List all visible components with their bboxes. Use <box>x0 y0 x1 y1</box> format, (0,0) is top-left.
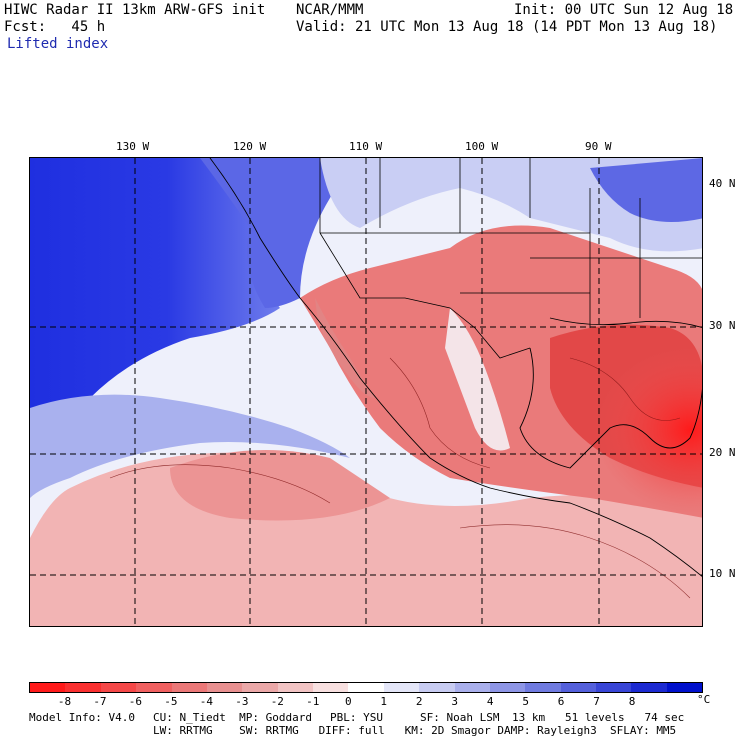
colorbar-tick-label: 6 <box>557 695 565 708</box>
colorbar-tick-label: 7 <box>593 695 600 708</box>
lat-label-20n: 20 N <box>709 446 736 459</box>
lon-label-110w: 110 W <box>349 140 383 153</box>
contour-2 <box>389 357 491 469</box>
coastlines <box>209 158 702 577</box>
colorbar-swatch <box>206 683 243 692</box>
valid-time: Valid: 21 UTC Mon 13 Aug 18 (14 PDT Mon … <box>296 19 718 35</box>
colorbar-swatch <box>383 683 420 692</box>
colorbar-tick-label: -3 <box>235 695 249 708</box>
colorbar-tick-label: 3 <box>451 695 458 708</box>
colorbar <box>29 682 703 693</box>
footer-physics: CU: N_Tiedt MP: Goddard <box>153 711 312 724</box>
colorbar-swatch <box>525 683 561 692</box>
state-borders <box>379 158 641 328</box>
forecast-hour: Fcst: 45 h <box>4 19 106 35</box>
lon-label-120w: 120 W <box>233 140 267 153</box>
colorbar-swatch <box>560 683 596 692</box>
gulf-coastline <box>519 347 702 469</box>
footer-resolution: 13 km 51 levels 74 sec <box>512 711 685 724</box>
colorbar-swatch <box>171 683 207 692</box>
footer-sf: SF: Noah LSM <box>420 711 500 724</box>
lifted-index-map <box>29 157 703 627</box>
lon-label-100w: 100 W <box>465 140 499 153</box>
gulf-hotspot <box>430 298 702 538</box>
lon-label-90w: 90 W <box>585 140 612 153</box>
pacific-transition <box>30 394 350 498</box>
colorbar-tick-label: 8 <box>628 695 636 708</box>
map-graphic <box>30 158 702 626</box>
colorbar-tick-label: 0 <box>344 695 352 708</box>
contour-1 <box>109 464 331 504</box>
colorbar-tick-label: 5 <box>522 695 529 708</box>
colorbar-tick-label: -7 <box>93 695 107 708</box>
org-label: NCAR/MMM <box>296 2 364 18</box>
pacific-stable-region <box>30 158 280 418</box>
us-mexico-border <box>319 232 531 359</box>
lon-label-130w: 130 W <box>116 140 150 153</box>
footer-radiation: LW: RRTMG SW: RRTMG DIFF: full KM: 2D Sm… <box>153 724 677 737</box>
lat-lon-grid <box>30 158 702 626</box>
colorbar-swatch <box>277 683 313 692</box>
california-coast-stable <box>200 158 350 308</box>
model-title: HIWC Radar II 13km ARW-GFS init <box>4 2 266 18</box>
south-unstable-core <box>170 450 390 521</box>
colorbar-swatch <box>489 683 526 692</box>
colorbar-swatch <box>454 683 490 692</box>
colorbar-swatch <box>666 683 703 692</box>
colorbar-swatch <box>136 683 172 692</box>
colorbar-swatch <box>631 683 667 692</box>
lat-label-10n: 10 N <box>709 567 736 580</box>
colorbar-swatch <box>419 683 455 692</box>
colorbar-tick-label: -2 <box>270 695 284 708</box>
colorbar-tick-label: 2 <box>415 695 423 708</box>
colorbar-tick-label: -6 <box>128 695 143 708</box>
pacific-coastline <box>209 158 702 577</box>
colorbar-tick-label: -1 <box>306 695 320 708</box>
colorbar-swatch <box>242 683 278 692</box>
colorbar-swatch <box>596 683 632 692</box>
northeast-stable <box>590 158 702 222</box>
plateau-neutral <box>445 308 510 451</box>
footer-pbl: PBL: YSU <box>330 711 383 724</box>
colorbar-swatch <box>100 683 137 692</box>
gulf-north-coast <box>549 317 702 328</box>
colorbar-swatch <box>313 683 349 692</box>
footer-model-info: Model Info: V4.0 <box>29 711 135 724</box>
contour-3 <box>569 357 681 421</box>
colorbar-tick-label: -4 <box>199 695 213 708</box>
init-time: Init: 00 UTC Sun 12 Aug 18 <box>514 2 734 18</box>
colorbar-tick-label: 4 <box>486 695 494 708</box>
colorbar-unit: °C <box>697 693 711 706</box>
lat-label-40n: 40 N <box>709 177 736 190</box>
colorbar-tick-label: -8 <box>57 695 72 708</box>
colorbar-swatch <box>348 683 384 692</box>
colorbar-swatch <box>65 683 101 692</box>
colorbar-tick-label: 1 <box>380 695 388 708</box>
colorbar-swatch <box>30 683 66 692</box>
field-name: Lifted index <box>7 36 109 52</box>
lat-label-30n: 30 N <box>709 319 736 332</box>
colorbar-tick-label: -5 <box>164 695 178 708</box>
